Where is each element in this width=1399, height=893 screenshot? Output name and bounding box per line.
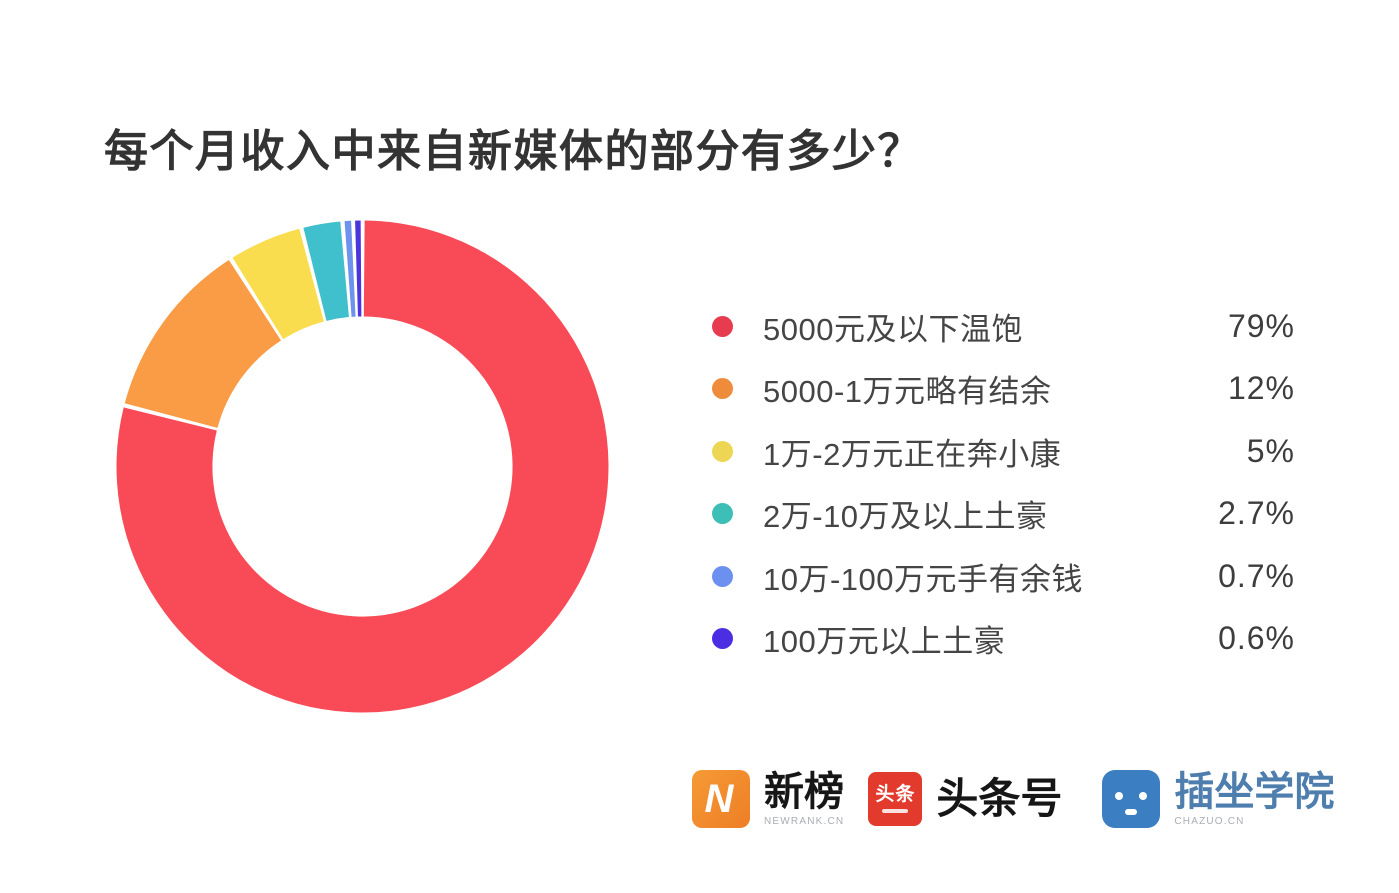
legend-dot-icon [712,378,733,400]
donut-segment [355,220,362,317]
donut-segment [303,221,349,321]
legend-row: 1万-2万元正在奔小康 5% [712,420,1295,483]
legend-label: 10万-100万元手有余钱 [763,561,1084,597]
legend-value: 2.7% [1218,495,1295,532]
newrank-logo-text: 新榜 [764,770,844,814]
legend-label: 1万-2万元正在奔小康 [763,436,1062,472]
chart-legend: 5000元及以下温饱 79% 5000-1万元略有结余 12% 1万-2万元正在奔小康 5… [712,295,1295,670]
legend-row: 10万-100万元手有余钱 0.7% [712,545,1295,608]
robot-face-icon [1115,792,1124,800]
legend-value: 0.7% [1218,557,1295,594]
robot-face-icon [1139,792,1148,800]
toutiao-logo-text: 头条号 [936,774,1063,822]
legend-row: 5000-1万元略有结余 12% [712,358,1295,421]
toutiao-icon-subline [882,809,909,813]
newrank-logo-subtext: NEWRANK.CN [764,816,845,827]
donut-chart-container [115,219,610,714]
legend-dot-icon [712,565,733,587]
chazuo-logo-subtext: CHAZUO.CN [1174,816,1245,827]
logo-toutiao: 头条 头条号 [868,772,1062,826]
legend-label: 100万元以上土豪 [763,624,1006,660]
legend-value: 79% [1227,307,1295,344]
legend-row: 5000元及以下温饱 79% [712,295,1295,358]
legend-dot-icon [712,315,733,337]
legend-dot-icon [712,503,733,525]
legend-label: 2万-10万及以上土豪 [763,499,1048,535]
legend-row: 100万元以上土豪 0.6% [712,608,1295,671]
toutiao-logo-icon: 头条 [868,772,923,826]
legend-dot-icon [712,628,733,650]
donut-segment [124,259,281,428]
legend-dot-icon [712,440,733,462]
donut-segment [232,228,324,340]
donut-chart [116,220,609,713]
logo-newrank: N 新榜 NEWRANK.CN [692,770,844,828]
robot-face-icon [1125,809,1138,815]
legend-row: 2万-10万及以上土豪 2.7% [712,483,1295,546]
footer-logos: N 新榜 NEWRANK.CN 头条 头条号 插坐学院 CHAZUO.CN [692,770,1334,828]
toutiao-icon: 头条 [875,784,916,805]
logo-chazuo: 插坐学院 CHAZUO.CN [1102,770,1334,828]
donut-segment [116,220,609,713]
chazuo-logo-text: 插坐学院 [1174,770,1335,814]
page-title: 每个月收入中来自新媒体的部分有多少？ [104,127,923,177]
chazuo-logo-icon [1102,770,1161,828]
donut-segment [344,220,356,317]
legend-value: 12% [1227,370,1295,407]
newrank-logo-icon: N [692,770,750,828]
legend-label: 5000-1万元略有结余 [763,374,1052,410]
lightning-n-icon: N [704,777,734,821]
legend-value: 0.6% [1218,620,1295,657]
legend-label: 5000元及以下温饱 [763,311,1023,347]
legend-value: 5% [1246,432,1295,469]
